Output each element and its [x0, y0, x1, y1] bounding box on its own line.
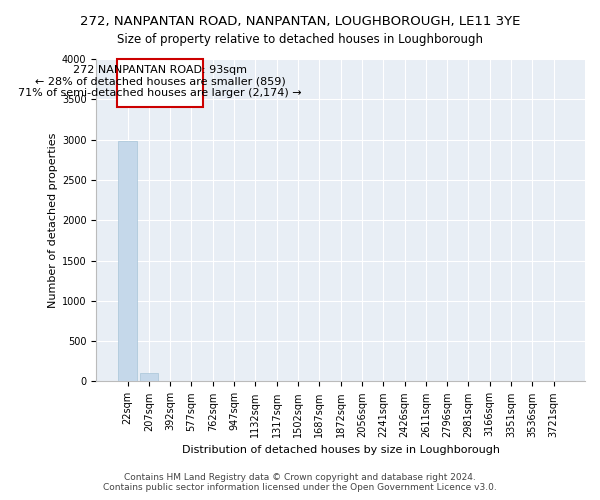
Bar: [140, 374, 158, 382]
Text: 272, NANPANTAN ROAD, NANPANTAN, LOUGHBOROUGH, LE11 3YE: 272, NANPANTAN ROAD, NANPANTAN, LOUGHBOR…: [80, 15, 520, 28]
Text: Size of property relative to detached houses in Loughborough: Size of property relative to detached ho…: [117, 32, 483, 46]
X-axis label: Distribution of detached houses by size in Loughborough: Distribution of detached houses by size …: [182, 445, 500, 455]
Text: 71% of semi-detached houses are larger (2,174) →: 71% of semi-detached houses are larger (…: [18, 88, 302, 98]
Text: ← 28% of detached houses are smaller (859): ← 28% of detached houses are smaller (85…: [35, 76, 285, 86]
Bar: [118, 141, 137, 382]
Text: Contains HM Land Registry data © Crown copyright and database right 2024.
Contai: Contains HM Land Registry data © Crown c…: [103, 473, 497, 492]
Bar: [117, 58, 203, 108]
Y-axis label: Number of detached properties: Number of detached properties: [47, 132, 58, 308]
Text: 272 NANPANTAN ROAD: 93sqm: 272 NANPANTAN ROAD: 93sqm: [73, 65, 247, 75]
